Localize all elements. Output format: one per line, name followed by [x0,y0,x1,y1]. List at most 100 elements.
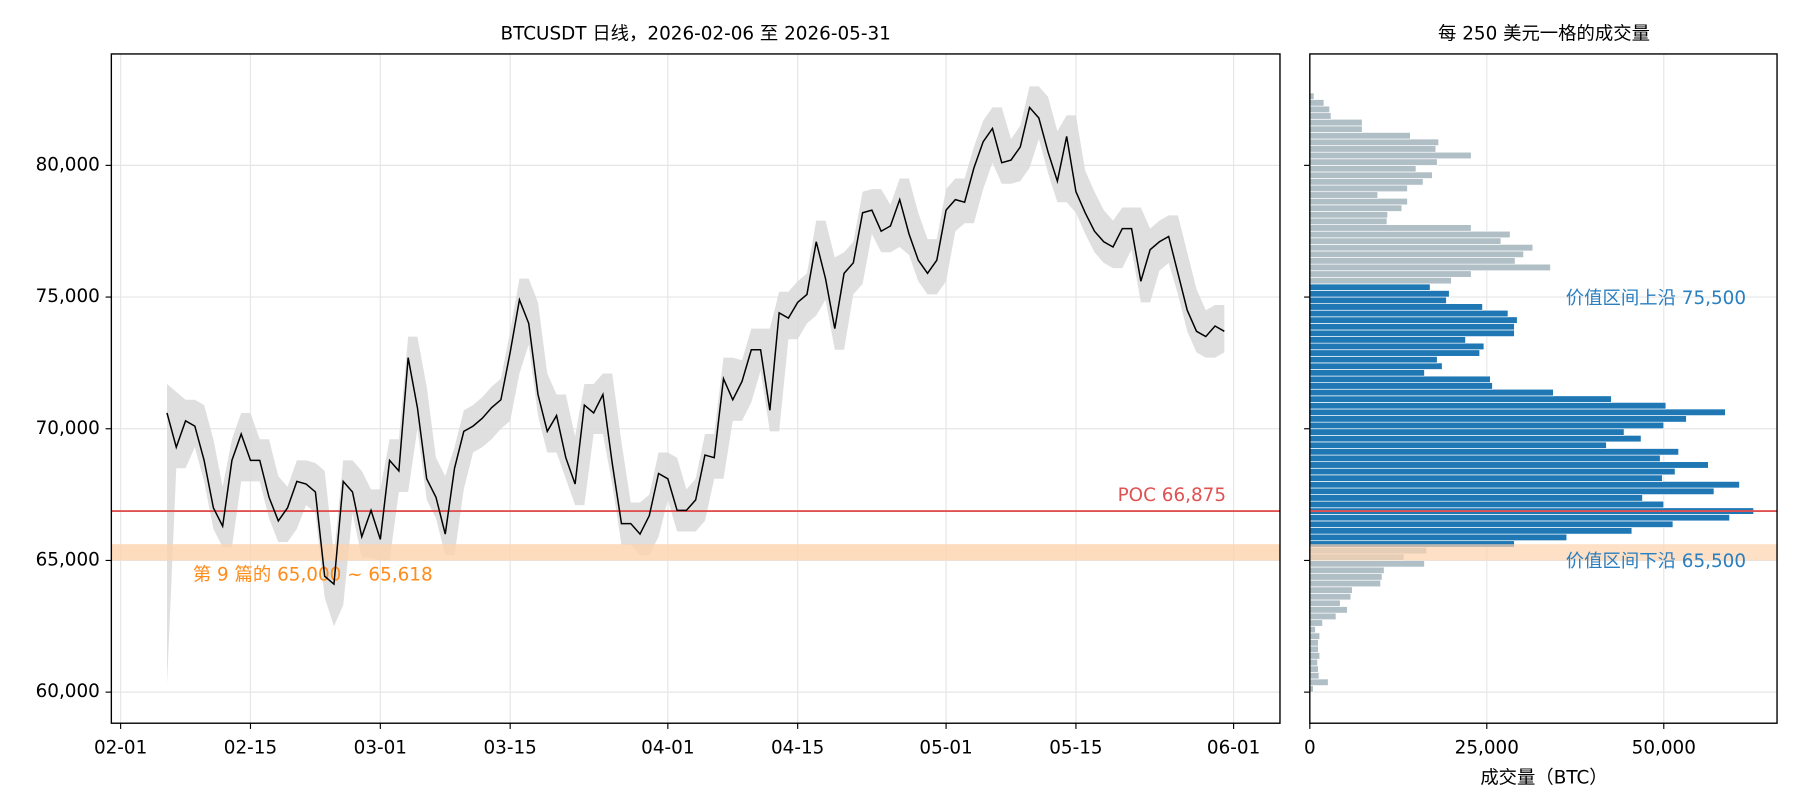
volume-bar [1309,276,1452,285]
volume-bar [1309,474,1663,482]
chart-title: 每 250 美元一格的成交量 [1438,23,1650,44]
volume-bar [1309,290,1450,298]
volume-bar [1309,395,1612,403]
volume-bar [1309,382,1493,390]
volume-bar [1309,237,1502,245]
volume-bar [1309,355,1438,364]
volume-bar [1309,244,1534,252]
volume-bar [1309,652,1321,660]
volume-bar [1309,257,1516,265]
y-tick-label: 80,000 [36,154,100,175]
volume-bar [1309,461,1709,469]
x-tick-label: 04-01 [641,737,694,758]
volume-bar [1309,599,1341,607]
volume-bar [1309,283,1431,291]
volume-bar [1309,132,1411,140]
volume-bar [1309,678,1329,686]
x-tick-label: 06-01 [1207,737,1260,758]
volume-bar [1309,658,1318,667]
x-tick-label: 02-01 [94,737,147,758]
x-tick-label: 03-15 [483,737,536,758]
volume-bar [1309,171,1433,179]
volume-bar [1309,204,1403,212]
volume-bar [1309,184,1408,193]
x-tick-label: 04-15 [771,737,824,758]
volume-bar [1309,230,1511,239]
volume-bar [1309,145,1437,153]
volume-bar [1309,388,1554,397]
volume-bar [1309,369,1425,377]
volume-bar [1309,362,1443,370]
volume-bar [1309,408,1726,416]
x-axis-label: 成交量（BTC） [1480,767,1607,788]
volume-bar [1309,448,1679,456]
volume-bar [1309,99,1325,107]
volume-bar [1309,270,1472,278]
volume-bar [1309,165,1417,173]
volume-bar [1309,593,1352,601]
volume-bar [1309,672,1320,680]
y-tick-label: 70,000 [36,418,100,439]
volume-bar [1309,211,1389,219]
volume-bar [1309,527,1633,535]
volume-bar [1309,645,1319,653]
x-tick-label: 05-01 [919,737,972,758]
volume-bar [1309,434,1642,443]
x-tick-label: 50,000 [1632,737,1696,758]
volume-bar [1309,316,1518,324]
volume-bar [1309,349,1481,357]
volume-bar [1309,323,1515,331]
volume-bar [1309,342,1485,351]
x-tick-label: 03-01 [354,737,407,758]
x-tick-label: 02-15 [224,737,277,758]
volume-bar [1309,125,1363,133]
volume-bar [1309,105,1330,114]
volume-bar [1309,138,1440,146]
value-area-label: 价值区间下沿 65,500 [1566,551,1746,572]
volume-bar [1309,487,1715,495]
volume-bar [1309,533,1568,542]
value-area-label: 价值区间上沿 75,500 [1566,288,1746,309]
volume-bar [1309,606,1348,614]
zone-label: 第 9 篇的 65,000 ~ 65,618 [193,564,433,585]
volume-bar [1309,421,1665,430]
volume-bar [1309,191,1379,199]
volume-bar [1309,158,1438,166]
volume-bar [1309,454,1661,463]
volume-bar [1309,566,1385,574]
volume-bar [1309,520,1674,528]
volume-bar [1309,579,1381,588]
volume-bar [1309,619,1323,627]
y-tick-label: 65,000 [36,549,100,570]
volume-bar [1309,178,1424,186]
volume-bar [1309,296,1447,304]
y-tick-label: 75,000 [36,286,100,307]
volume-bar [1309,197,1408,206]
volume-bar [1309,112,1332,120]
y-tick-label: 60,000 [36,681,100,702]
volume-bar [1309,118,1363,127]
volume-bar [1309,494,1643,502]
volume-bar [1309,481,1740,489]
x-tick-label: 05-15 [1049,737,1102,758]
volume-bar [1309,441,1607,449]
volume-bar [1309,336,1466,344]
volume-bar [1309,309,1509,318]
volume-bar [1309,632,1321,640]
volume-bar [1309,151,1472,160]
volume-bar [1309,573,1383,581]
x-tick-label: 0 [1304,737,1316,758]
x-tick-label: 25,000 [1455,737,1519,758]
volume-bar [1309,514,1730,522]
volume-bar [1309,560,1425,568]
chart-title: BTCUSDT 日线，2026-02-06 至 2026-05-31 [500,23,890,44]
volume-bar [1309,639,1319,647]
volume-bar [1309,665,1319,673]
reference-zone [111,544,1280,561]
price-line [166,105,1225,586]
volume-bar [1309,263,1551,272]
volume-bar [1309,586,1353,594]
axes-frame [1309,53,1778,724]
volume-bar [1309,375,1491,384]
